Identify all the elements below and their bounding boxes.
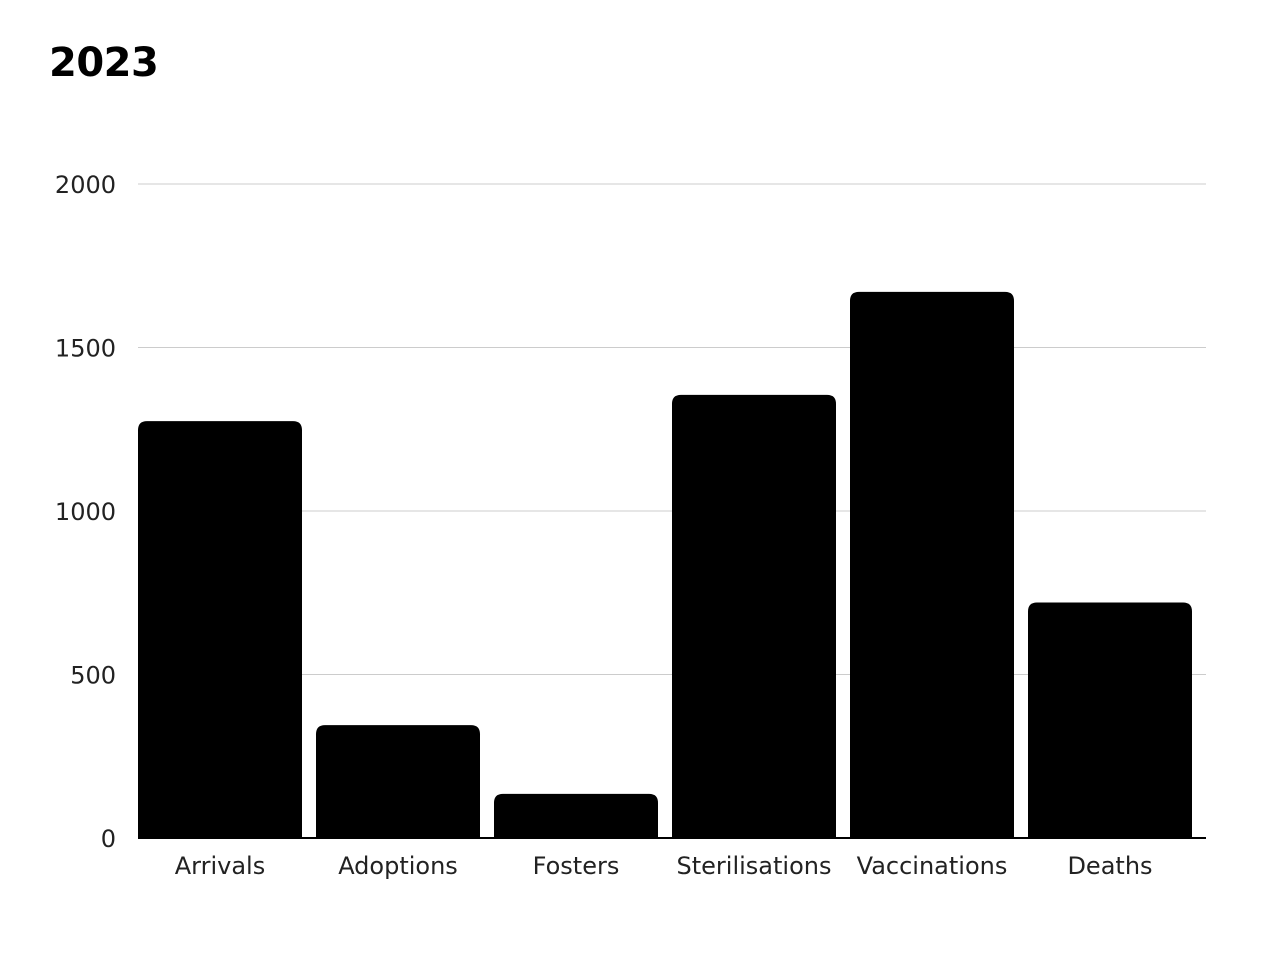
x-tick-label: Fosters (533, 852, 620, 880)
bar-vaccinations (850, 291, 1014, 838)
y-tick-label: 1500 (55, 335, 116, 363)
bar-sterilisations (672, 394, 836, 838)
y-axis-ticks: 0 500 1000 1500 2000 (55, 171, 116, 853)
x-axis-labels: Arrivals Adoptions Fosters Sterilisations Va… (175, 852, 1153, 880)
bar-arrivals (138, 421, 302, 838)
bar-adoptions (316, 725, 480, 838)
y-tick-label: 2000 (55, 171, 116, 199)
x-tick-label: Sterilisations (677, 852, 832, 880)
bar-fosters (494, 793, 658, 838)
chart-title: 2023 (49, 40, 159, 86)
x-tick-label: Arrivals (175, 852, 265, 880)
y-tick-label: 1000 (55, 498, 116, 526)
bars (138, 291, 1192, 838)
x-tick-label: Deaths (1067, 852, 1152, 880)
bar-deaths (1028, 602, 1192, 838)
x-tick-label: Vaccinations (857, 852, 1008, 880)
y-tick-label: 0 (101, 825, 116, 853)
y-tick-label: 500 (70, 662, 116, 690)
x-tick-label: Adoptions (338, 852, 458, 880)
